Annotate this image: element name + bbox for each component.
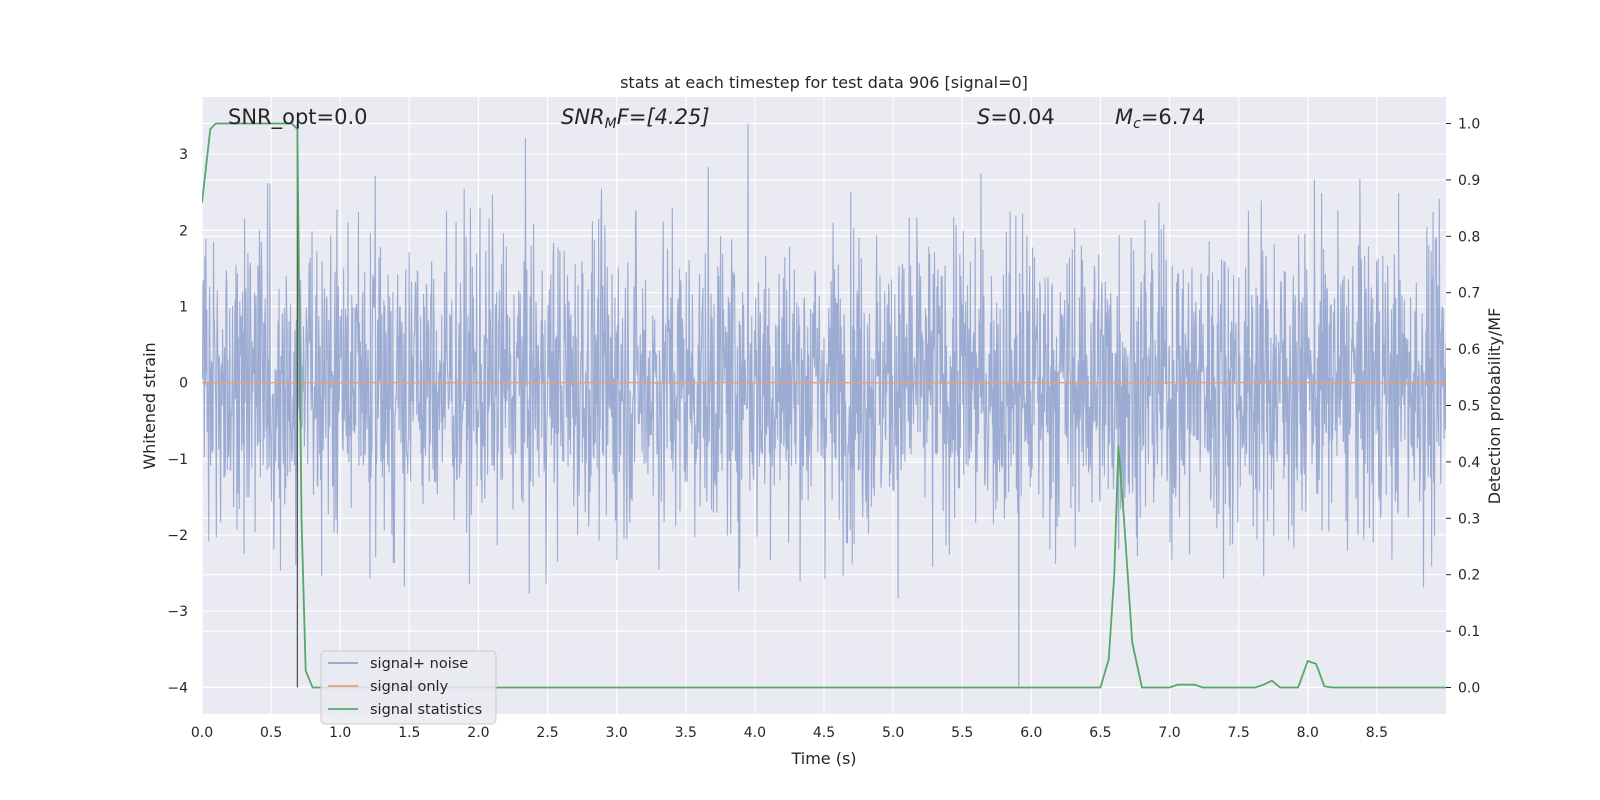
y2-tick-label: 0.4	[1458, 455, 1480, 471]
annotation-mc: Mc=6.74	[1115, 105, 1205, 132]
annotation-snr-opt: SNR_opt=0.0	[228, 105, 368, 130]
legend-label-signal-only: signal only	[370, 679, 449, 695]
y-tick-label: 1	[179, 299, 188, 315]
x-tick-label: 0.0	[191, 725, 213, 741]
x-tick-label: 6.0	[1020, 725, 1042, 741]
y2-tick-label: 0.1	[1458, 624, 1480, 640]
x-tick-label: 3.5	[675, 725, 697, 741]
x-tick-label: 1.5	[398, 725, 420, 741]
annotation-snr-mf: SNRMF=[4.25]	[561, 105, 710, 132]
x-tick-label: 7.5	[1228, 725, 1250, 741]
y-tick-label: 0	[179, 376, 188, 392]
legend-label-signal-statistics: signal statistics	[370, 702, 482, 718]
y-tick-label: −2	[167, 528, 188, 544]
y-tick-label: 3	[179, 147, 188, 163]
x-tick-labels: 0.0 0.5 1.0 1.5 2.0 2.5 3.0 3.5 4.0 4.5 5.0 5.5 6.0 6…	[191, 725, 1388, 741]
x-tick-label: 8.0	[1297, 725, 1319, 741]
y-axis-label: Whitened strain	[140, 342, 159, 469]
x-tick-label: 3.0	[606, 725, 628, 741]
annotation-s: S=0.04	[977, 105, 1055, 129]
x-tick-label: 5.0	[882, 725, 904, 741]
y2-tick-label: 0.0	[1458, 680, 1480, 696]
x-tick-label: 7.0	[1158, 725, 1180, 741]
y-tick-label: 2	[179, 223, 188, 239]
series-signal-statistics	[202, 122, 1446, 689]
x-tick-label: 4.0	[744, 725, 766, 741]
y-tick-labels: 3 2 1 0 −1 −2 −3 −4	[167, 147, 188, 696]
x-tick-label: 2.0	[467, 725, 489, 741]
y2-axis-label: Detection probability/MF	[1485, 308, 1504, 505]
y2-tick-label: 0.5	[1458, 399, 1480, 415]
series-signal-noise	[202, 123, 1446, 688]
x-tick-label: 4.5	[813, 725, 835, 741]
y2-tick-label: 0.9	[1458, 173, 1480, 189]
x-tick-label: 6.5	[1089, 725, 1111, 741]
x-tick-label: 5.5	[951, 725, 973, 741]
y2-tick-label: 0.8	[1458, 229, 1480, 245]
x-axis-label: Time (s)	[790, 749, 856, 768]
x-tick-label: 1.0	[329, 725, 351, 741]
plot-area	[202, 122, 1446, 689]
x-tick-label: 8.5	[1366, 725, 1388, 741]
chart-title: stats at each timestep for test data 906…	[620, 73, 1028, 92]
y2-tick-label: 0.3	[1458, 511, 1480, 527]
legend-label-signal-noise: signal+ noise	[370, 656, 468, 672]
x-tick-label: 2.5	[536, 725, 558, 741]
y2-tick-label: 1.0	[1458, 117, 1480, 133]
y2-tick-labels: 1.0 0.9 0.8 0.7 0.6 0.5 0.4 0.3 0.2 0.1 0.0	[1446, 117, 1480, 696]
y-tick-label: −3	[167, 604, 188, 620]
y-tick-label: −4	[167, 680, 188, 696]
y2-tick-label: 0.6	[1458, 342, 1480, 358]
y-tick-label: −1	[167, 452, 188, 468]
y2-tick-label: 0.2	[1458, 568, 1480, 584]
x-tick-label: 0.5	[260, 725, 282, 741]
y2-tick-label: 0.7	[1458, 286, 1480, 302]
legend-box	[320, 650, 497, 725]
legend: signal+ noise signal only signal statist…	[320, 650, 497, 725]
